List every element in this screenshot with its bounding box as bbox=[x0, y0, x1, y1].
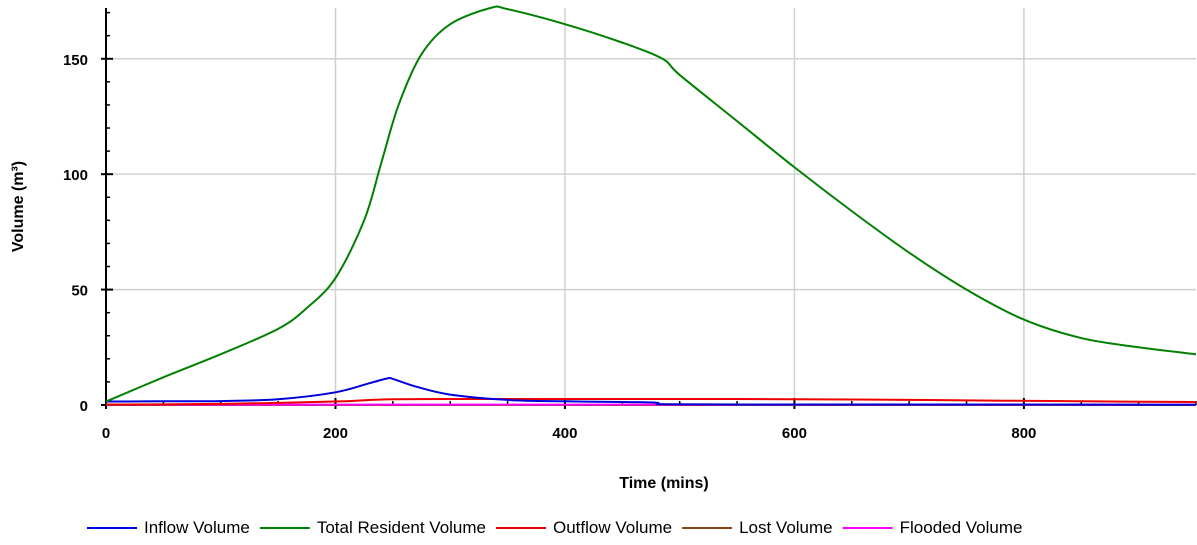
series-line-outflow-volume bbox=[105, 397, 1197, 406]
series-layer bbox=[105, 5, 1197, 406]
axes-layer bbox=[101, 8, 1197, 409]
y-axis-title: Volume (m³) bbox=[10, 161, 27, 252]
y-tick-label: 50 bbox=[71, 283, 88, 300]
x-tick-label: 800 bbox=[1011, 425, 1036, 442]
x-tick-label: 0 bbox=[102, 425, 110, 442]
x-tick-label: 200 bbox=[323, 425, 348, 442]
legend-label-flooded-volume: Flooded Volume bbox=[900, 518, 1023, 537]
legend-label-total-resident-volume: Total Resident Volume bbox=[317, 518, 486, 537]
grid-layer bbox=[106, 8, 1196, 405]
y-tick-label: 100 bbox=[63, 167, 88, 184]
legend: Inflow Volume Total Resident Volume Outflo… bbox=[87, 518, 1023, 537]
series-line-inflow-volume bbox=[105, 376, 1197, 406]
y-tick-label: 0 bbox=[80, 398, 88, 415]
legend-label-lost-volume: Lost Volume bbox=[739, 518, 833, 537]
x-tick-label: 600 bbox=[782, 425, 807, 442]
y-tick-label: 150 bbox=[63, 52, 88, 69]
x-axis-title: Time (mins) bbox=[619, 475, 709, 492]
x-tick-label: 400 bbox=[552, 425, 577, 442]
tick-label-layer: 0 200 400 600 800 0 50 100 150 bbox=[63, 52, 1036, 442]
series-line-total-resident-volume bbox=[105, 5, 1197, 403]
legend-label-inflow-volume: Inflow Volume bbox=[144, 518, 250, 537]
legend-label-outflow-volume: Outflow Volume bbox=[553, 518, 672, 537]
